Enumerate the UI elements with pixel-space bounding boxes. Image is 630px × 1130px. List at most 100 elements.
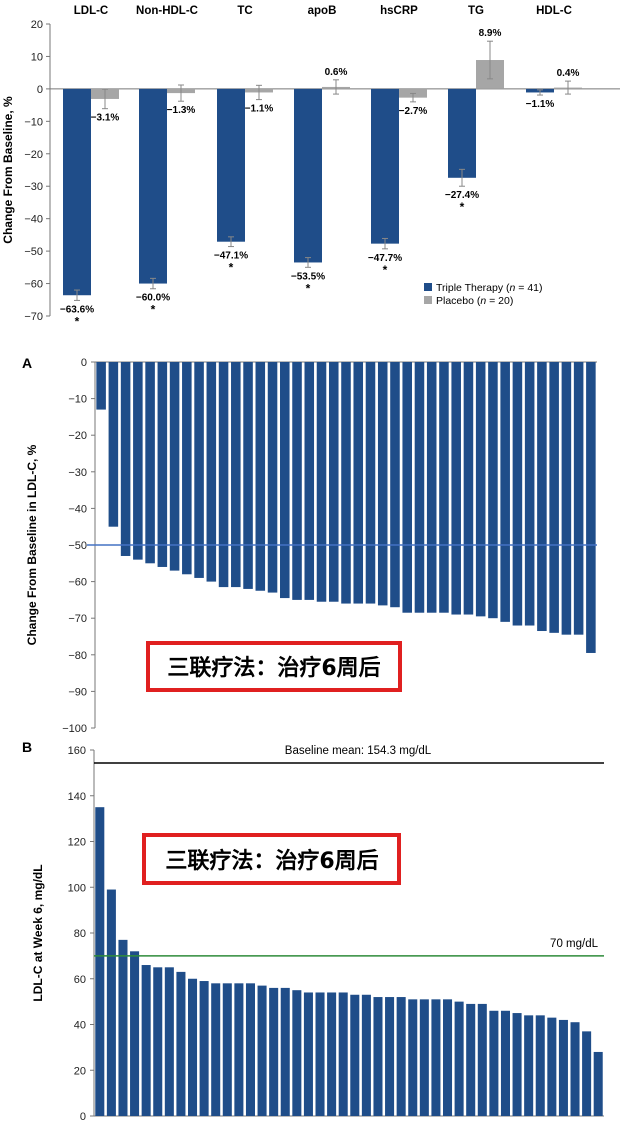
bar bbox=[451, 362, 461, 615]
bar bbox=[304, 362, 315, 600]
bar bbox=[188, 978, 198, 1116]
y-axis-title: Change From Baseline, % bbox=[1, 96, 15, 244]
bar bbox=[512, 1013, 522, 1116]
bar bbox=[217, 88, 245, 242]
bar bbox=[582, 1031, 592, 1116]
y-axis-title: Change From Baseline in LDL-C, % bbox=[25, 444, 39, 645]
category-label: TC bbox=[237, 5, 252, 17]
bar bbox=[96, 362, 106, 410]
bar bbox=[385, 997, 395, 1116]
bar bbox=[390, 362, 400, 608]
y-tick-label: 100 bbox=[68, 882, 86, 894]
bar bbox=[153, 967, 163, 1116]
bar bbox=[586, 362, 596, 653]
y-tick-label: 0 bbox=[80, 1111, 86, 1123]
y-tick-label: −30 bbox=[24, 181, 43, 193]
bar bbox=[267, 362, 278, 593]
y-tick-label: −20 bbox=[68, 430, 87, 442]
y-tick-label: 20 bbox=[31, 19, 43, 31]
bar bbox=[454, 1001, 464, 1116]
bar bbox=[108, 362, 119, 527]
legend-entry: Placebo (n = 20) bbox=[436, 295, 513, 307]
y-tick-label: −60 bbox=[68, 577, 87, 589]
bar bbox=[488, 362, 498, 619]
y-tick-label: −100 bbox=[62, 723, 87, 735]
significance-star: * bbox=[460, 200, 465, 214]
bar bbox=[402, 362, 412, 613]
bar bbox=[269, 987, 279, 1116]
chart-b: B 0 20 40 60 80 100 120 140 160 LDL-C at Week 6, m… bbox=[22, 739, 604, 1123]
bar bbox=[419, 999, 429, 1116]
bar bbox=[558, 1019, 568, 1116]
bar bbox=[593, 1051, 603, 1116]
chart-a: A 0 −10 −20 −30 −40 −50 −60 −70 −80 −90 −100 Change … bbox=[22, 355, 597, 735]
bar bbox=[500, 362, 510, 622]
y-tick-label: −40 bbox=[24, 214, 43, 226]
y-tick-label: 20 bbox=[74, 1065, 86, 1077]
bar bbox=[573, 362, 584, 635]
bar bbox=[120, 362, 131, 556]
chart-top: 20 10 0 −10 −20 −30 −40 −50 −60 −70 Change From Ba… bbox=[1, 5, 620, 328]
stamp-box bbox=[142, 833, 401, 885]
data-label: −63.6% bbox=[60, 304, 94, 315]
data-label: −1.1% bbox=[245, 104, 274, 115]
bar bbox=[570, 1022, 580, 1116]
bar bbox=[133, 362, 143, 560]
bar bbox=[371, 88, 399, 244]
bar bbox=[512, 362, 523, 626]
y-tick-label: −50 bbox=[68, 540, 87, 552]
bar bbox=[535, 1015, 545, 1116]
legend-swatch bbox=[424, 283, 432, 291]
bar bbox=[338, 992, 348, 1116]
bar bbox=[280, 987, 290, 1116]
bar bbox=[106, 889, 116, 1116]
y-tick-label: −80 bbox=[68, 650, 87, 662]
data-label: 0.4% bbox=[557, 68, 580, 79]
data-label: −27.4% bbox=[445, 190, 479, 201]
data-label: −2.7% bbox=[399, 106, 428, 117]
bar bbox=[361, 994, 371, 1116]
bar bbox=[463, 362, 474, 615]
bar bbox=[443, 999, 453, 1116]
y-tick-label: −10 bbox=[68, 394, 87, 406]
legend-swatch bbox=[424, 296, 432, 304]
significance-star: * bbox=[306, 281, 311, 295]
y-tick-label: −50 bbox=[24, 246, 43, 258]
bar bbox=[408, 999, 418, 1116]
y-tick-label: 10 bbox=[31, 51, 43, 63]
bar bbox=[292, 362, 302, 600]
y-tick-label: −90 bbox=[68, 686, 87, 698]
y-tick-label: 0 bbox=[37, 84, 43, 96]
bar bbox=[194, 362, 204, 578]
category-label: hsCRP bbox=[380, 5, 418, 17]
bar bbox=[199, 981, 209, 1116]
bar bbox=[477, 1003, 487, 1116]
bar bbox=[537, 362, 547, 632]
y-tick-label: −60 bbox=[24, 279, 43, 291]
bar bbox=[222, 983, 232, 1116]
bar bbox=[206, 362, 217, 582]
y-tick-label: −70 bbox=[68, 613, 87, 625]
bar bbox=[95, 807, 105, 1116]
bar bbox=[500, 1010, 510, 1116]
y-tick-label: −40 bbox=[68, 503, 87, 515]
bar bbox=[373, 997, 383, 1116]
y-tick-label: 80 bbox=[74, 928, 86, 940]
data-label: −53.5% bbox=[291, 271, 325, 282]
bar bbox=[547, 1017, 557, 1116]
bar bbox=[524, 362, 535, 626]
bar bbox=[431, 999, 441, 1116]
bar bbox=[211, 983, 221, 1116]
data-label: −47.1% bbox=[214, 251, 248, 262]
y-tick-label: 40 bbox=[74, 1020, 86, 1032]
significance-star: * bbox=[229, 261, 234, 275]
category-label: LDL-C bbox=[74, 5, 109, 17]
significance-star: * bbox=[383, 263, 388, 277]
legend-entry: Triple Therapy (n = 41) bbox=[436, 282, 543, 294]
bar bbox=[231, 362, 241, 588]
bar bbox=[182, 362, 192, 575]
bar bbox=[245, 983, 255, 1116]
panel-label: A bbox=[22, 355, 32, 371]
bar bbox=[234, 983, 244, 1116]
